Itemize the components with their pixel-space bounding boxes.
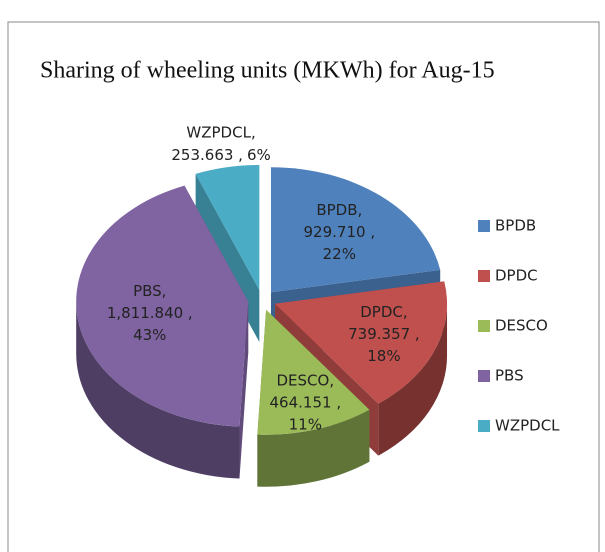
data-label-percent: 22%	[323, 245, 356, 263]
chart-title: Sharing of wheeling units (MKWh) for Aug…	[40, 58, 495, 84]
legend-label: DESCO	[495, 317, 548, 335]
data-label-name: BPDB,	[316, 201, 362, 219]
data-label-name: PBS,	[133, 282, 166, 300]
data-label-percent: 43%	[133, 326, 166, 344]
slice-side	[76, 301, 240, 479]
data-label: 253.663 , 6%	[171, 146, 270, 164]
legend-swatch	[478, 320, 490, 332]
data-label-percent: 18%	[367, 347, 400, 365]
legend-swatch	[478, 220, 490, 232]
data-label-value: 739.357 ,	[348, 325, 420, 343]
slice-side	[257, 409, 370, 487]
slice-side	[378, 303, 448, 456]
data-label-percent: 11%	[289, 415, 322, 433]
data-label-percent: 6%	[247, 146, 271, 164]
legend-label: DPDC	[495, 267, 538, 285]
legend-swatch	[478, 370, 490, 382]
slice-top	[76, 185, 249, 427]
data-label-value: 1,811.840 ,	[107, 304, 193, 322]
slice-top	[257, 309, 370, 435]
data-label-name: DPDC,	[360, 303, 407, 321]
data-label-value: 464.151 ,	[270, 393, 342, 411]
slice-top	[270, 167, 441, 293]
legend-label: BPDB	[495, 217, 536, 235]
data-label-value: 929.710 ,	[304, 223, 376, 241]
data-label-value: 253.663 ,	[171, 146, 243, 164]
legend-label: PBS	[495, 367, 524, 385]
legend-swatch	[478, 270, 490, 282]
data-label-name: DESCO,	[277, 371, 335, 389]
slice-top	[195, 165, 260, 291]
slice	[76, 185, 249, 479]
data-label-name: WZPDCL,	[186, 124, 255, 142]
legend-swatch	[478, 420, 490, 432]
slice	[257, 309, 370, 487]
legend-label: WZPDCL	[495, 417, 560, 435]
slice-top	[275, 281, 448, 404]
